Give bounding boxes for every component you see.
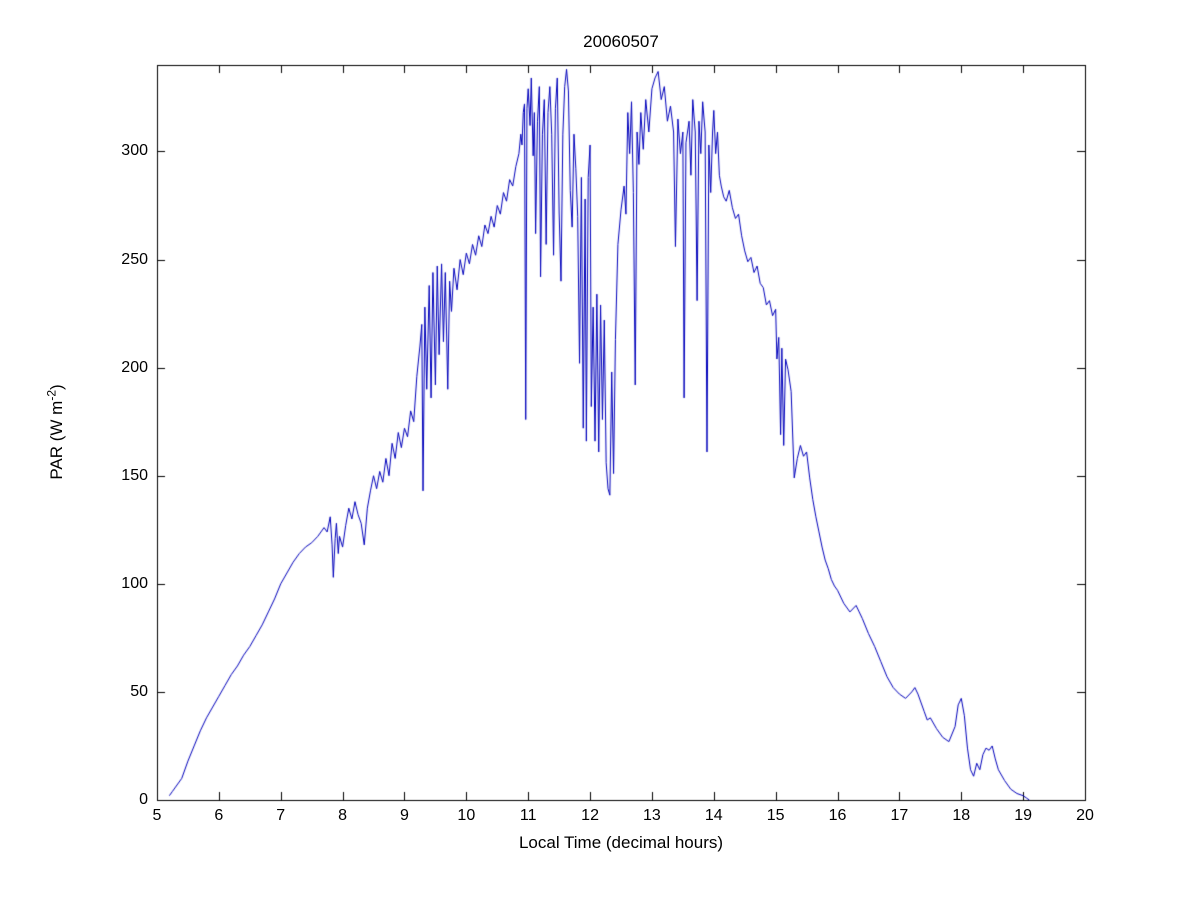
- y-tick-label: 0: [139, 791, 148, 808]
- y-tick-label: 100: [121, 574, 148, 592]
- x-tick-label: 17: [890, 807, 909, 824]
- x-tick-label: 7: [276, 807, 286, 824]
- x-tick-label: 5: [152, 807, 162, 824]
- y-axis-label-text: PAR (W m: [47, 400, 66, 480]
- x-tick-label: 14: [704, 807, 723, 824]
- y-axis-label-superscript: -2: [44, 389, 59, 401]
- y-tick-label: 300: [121, 142, 148, 160]
- x-tick-label: 20: [1076, 807, 1094, 824]
- x-tick-label: 19: [1014, 807, 1033, 824]
- x-tick-label: 6: [214, 807, 224, 824]
- y-axis-label: PAR (W m-2): [44, 384, 67, 480]
- chart-title: 20060507: [583, 32, 659, 51]
- x-tick-label: 11: [519, 807, 537, 824]
- x-tick-label: 18: [952, 807, 971, 824]
- y-tick-label: 150: [121, 466, 148, 484]
- x-tick-label: 13: [643, 807, 661, 824]
- x-tick-label: 10: [457, 807, 476, 824]
- y-tick-label: 250: [121, 250, 148, 268]
- y-axis-label-close: ): [47, 384, 66, 390]
- x-tick-label: 16: [828, 807, 847, 824]
- x-tick-label: 12: [581, 807, 599, 824]
- y-tick-label: 200: [121, 358, 148, 376]
- x-tick-label: 8: [338, 807, 348, 824]
- x-tick-label: 15: [766, 807, 785, 824]
- x-axis-label: Local Time (decimal hours): [518, 833, 724, 852]
- x-tick-label: 9: [400, 807, 409, 824]
- y-tick-label: 50: [130, 682, 148, 700]
